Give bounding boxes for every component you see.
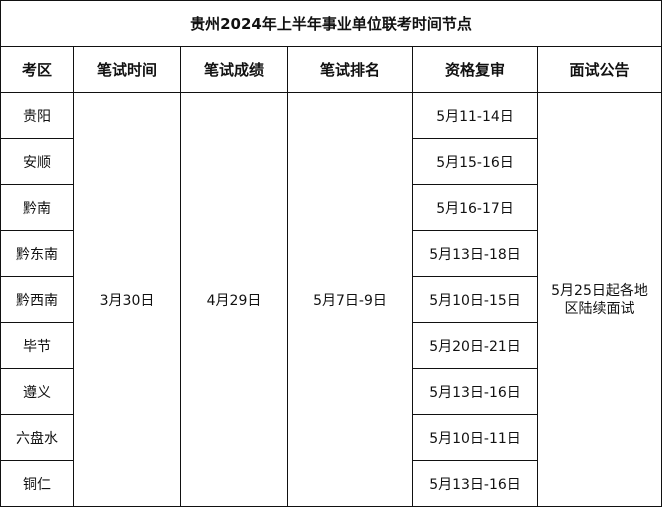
review-date-cell: 5月10日-11日: [412, 414, 538, 461]
ranking-date-cell: 5月7日-9日: [287, 92, 413, 507]
review-date-cell: 5月16-17日: [412, 184, 538, 231]
table-row: 黔东南 5月13日-18日: [0, 230, 662, 277]
region-cell: 铜仁: [0, 460, 74, 507]
header-exam-ranking: 笔试排名: [287, 46, 413, 93]
review-date-cell: 5月10日-15日: [412, 276, 538, 323]
header-qualification-review: 资格复审: [412, 46, 538, 93]
region-cell: 六盘水: [0, 414, 74, 461]
region-cell: 黔东南: [0, 230, 74, 277]
table-row: 六盘水 5月10日-11日: [0, 414, 662, 461]
region-cell: 黔西南: [0, 276, 74, 323]
table-title: 贵州2024年上半年事业单位联考时间节点: [0, 0, 662, 47]
header-interview-notice: 面试公告: [537, 46, 662, 93]
score-date-cell: 4月29日: [180, 92, 288, 507]
table-row: 铜仁 5月13日-16日: [0, 460, 662, 507]
table-row: 黔南 5月16-17日: [0, 184, 662, 231]
region-cell: 毕节: [0, 322, 74, 369]
interview-notice-cell: 5月25日起各地区陆续面试: [537, 92, 662, 507]
header-region: 考区: [0, 46, 74, 93]
review-date-cell: 5月15-16日: [412, 138, 538, 185]
header-exam-time: 笔试时间: [73, 46, 181, 93]
table-row: 毕节 5月20日-21日: [0, 322, 662, 369]
review-date-cell: 5月20日-21日: [412, 322, 538, 369]
header-row: 考区 笔试时间 笔试成绩 笔试排名 资格复审 面试公告: [0, 46, 662, 93]
region-cell: 安顺: [0, 138, 74, 185]
review-date-cell: 5月13日-18日: [412, 230, 538, 277]
region-cell: 贵阳: [0, 92, 74, 139]
region-cell: 遵义: [0, 368, 74, 415]
region-cell: 黔南: [0, 184, 74, 231]
table-row: 贵阳 3月30日 4月29日 5月7日-9日 5月11-14日 5月25日起各地…: [0, 92, 662, 507]
review-date-cell: 5月13日-16日: [412, 460, 538, 507]
table-row: 黔西南 5月10日-15日: [0, 276, 662, 323]
review-date-cell: 5月13日-16日: [412, 368, 538, 415]
table-row: 安顺 5月15-16日: [0, 138, 662, 185]
interview-notice-text: 5月25日起各地区陆续面试: [551, 282, 648, 317]
table-row: 遵义 5月13日-16日: [0, 368, 662, 415]
exam-date-cell: 3月30日: [73, 92, 181, 507]
review-date-cell: 5月11-14日: [412, 92, 538, 139]
header-exam-score: 笔试成绩: [180, 46, 288, 93]
